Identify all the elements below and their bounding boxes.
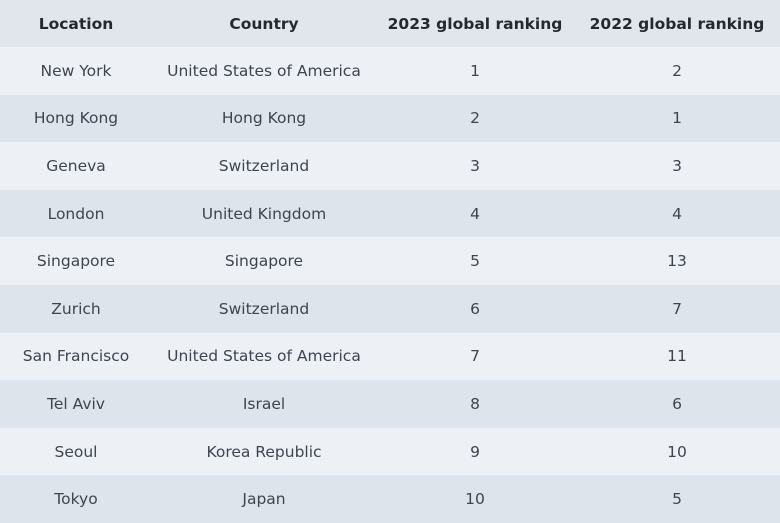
table-row: San Francisco United States of America 7… [0,332,780,381]
cell-location: San Francisco [22,347,130,366]
cell-2022-ranking: 2 [672,61,682,80]
cell-2022-ranking: 3 [672,156,682,175]
table-row: Zurich Switzerland 6 7 [0,284,780,333]
cell-location: Tokyo [54,490,98,509]
cell-country: Switzerland [218,299,310,318]
cell-country: Hong Kong [221,109,307,128]
header-2023-ranking: 2023 global ranking [387,14,563,33]
cell-2023-ranking: 5 [470,252,480,271]
cell-2022-ranking: 11 [667,347,687,366]
cell-2022-ranking: 6 [672,394,682,413]
table-row: Singapore Singapore 5 13 [0,237,780,285]
cell-location: Seoul [54,442,98,461]
header-row: Location Country 2023 global ranking 202… [0,0,780,47]
cell-2023-ranking: 2 [470,109,480,128]
cell-location: Hong Kong [33,109,119,128]
table-header: Location Country 2023 global ranking 202… [0,0,780,47]
cell-location: Zurich [51,299,101,318]
cell-2023-ranking: 1 [470,61,480,80]
header-location: Location [38,14,114,33]
cell-country: United States of America [167,347,361,366]
cell-2022-ranking: 13 [667,252,687,271]
cell-2023-ranking: 3 [470,156,480,175]
cell-country: Japan [242,490,286,509]
cell-2022-ranking: 7 [672,299,682,318]
cell-2023-ranking: 10 [465,490,485,509]
header-2022-ranking: 2022 global ranking [589,14,765,33]
table-row: Tokyo Japan 10 5 [0,475,780,523]
cell-location: Geneva [46,156,106,175]
cell-country: United Kingdom [201,204,327,223]
table-row: New York United States of America 1 2 [0,47,780,95]
cell-location: London [47,204,105,223]
cell-country: Korea Republic [206,442,322,461]
cell-2022-ranking: 10 [667,442,687,461]
cell-location: New York [40,61,112,80]
cell-2022-ranking: 4 [672,204,682,223]
cell-location: Singapore [36,252,116,271]
cell-country: Switzerland [218,156,310,175]
cell-2023-ranking: 4 [470,204,480,223]
cell-2023-ranking: 7 [470,347,480,366]
cell-2023-ranking: 9 [470,442,480,461]
cell-2022-ranking: 1 [672,109,682,128]
cell-country: Israel [242,394,286,413]
table-row: London United Kingdom 4 4 [0,189,780,238]
header-country: Country [229,14,299,33]
cell-2023-ranking: 6 [470,299,480,318]
cell-country: United States of America [167,61,361,80]
cell-country: Singapore [224,252,304,271]
table-body: New York United States of America 1 2 Ho… [0,47,780,523]
table-row: Tel Aviv Israel 8 6 [0,380,780,428]
table-row: Hong Kong Hong Kong 2 1 [0,94,780,143]
cell-2023-ranking: 8 [470,394,480,413]
cell-2022-ranking: 5 [672,490,682,509]
table-row: Geneva Switzerland 3 3 [0,142,780,190]
table-row: Seoul Korea Republic 9 10 [0,427,780,476]
cell-location: Tel Aviv [47,394,105,413]
